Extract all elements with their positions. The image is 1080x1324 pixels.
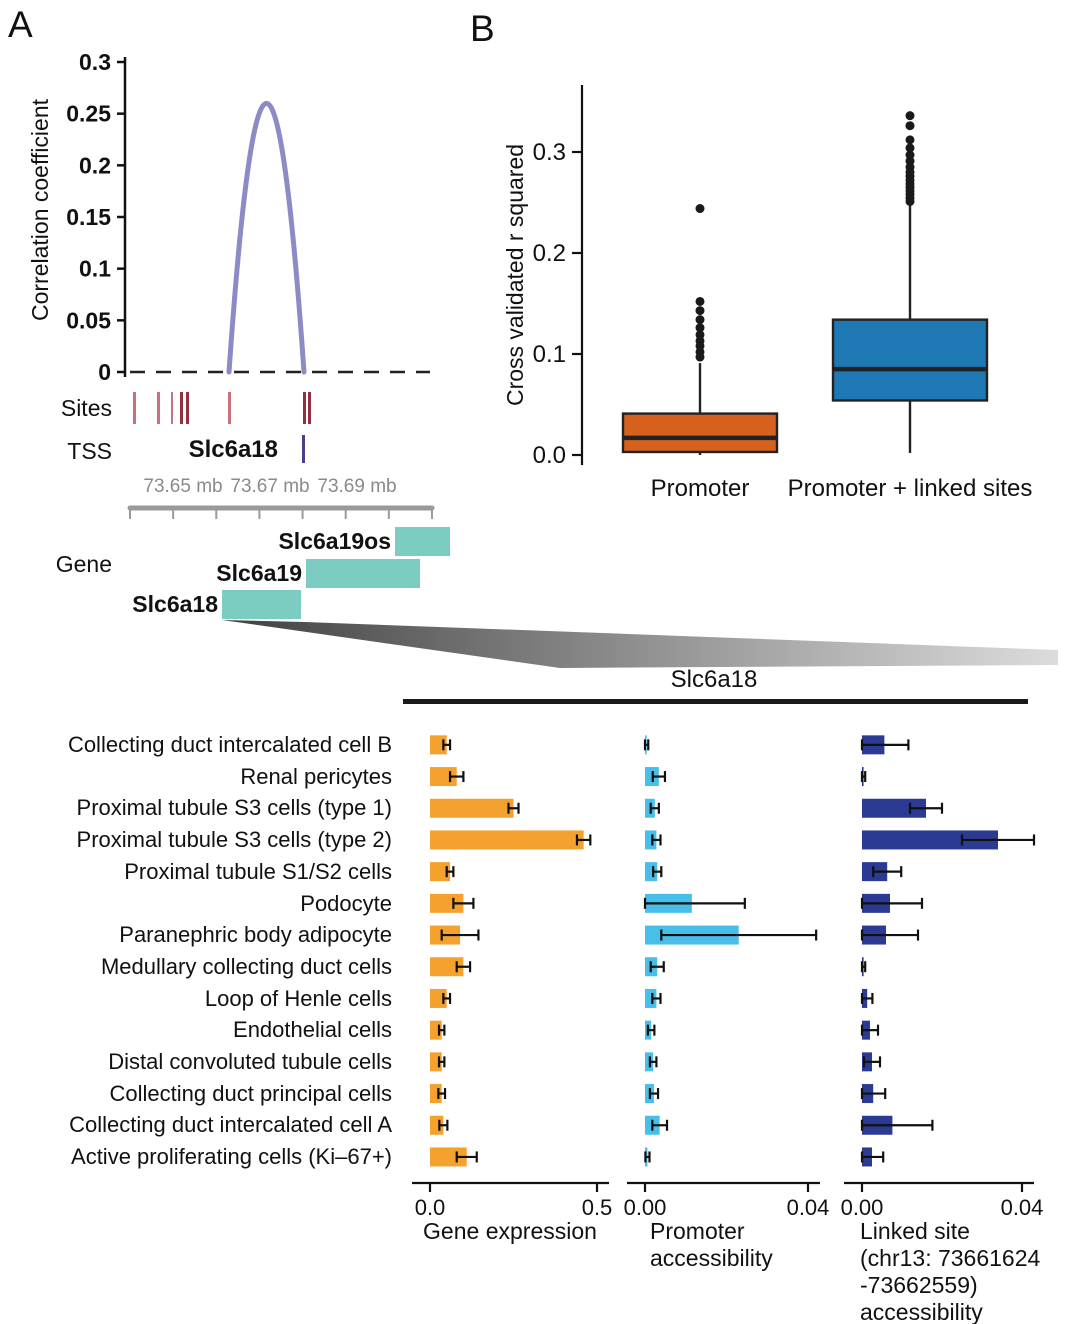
x-tick-label: 0.0 bbox=[415, 1195, 446, 1220]
box-category-label: Promoter + linked sites bbox=[788, 475, 1033, 502]
svg-text:0.05: 0.05 bbox=[66, 307, 111, 333]
category-label: Proximal tubule S3 cells (type 2) bbox=[76, 827, 392, 853]
site-tick bbox=[170, 392, 173, 424]
axis-label-line: Promoter bbox=[650, 1218, 745, 1244]
y-axis-label: Cross validated r squared bbox=[502, 144, 528, 406]
linked-site-accessibility-axis-label: Linked site (chr13: 73661624 -73662559) acc… bbox=[860, 1218, 1040, 1324]
correlation-line-plot: Correlation coefficient 0 0.05 0.1 0.15 0.2 0.… bbox=[27, 49, 430, 385]
promoter-accessibility-axis-label: Promoter accessibility bbox=[650, 1218, 773, 1272]
bar bbox=[430, 1020, 442, 1040]
x-tick-label: 0.04 bbox=[787, 1195, 830, 1220]
site-tick bbox=[302, 392, 306, 424]
category-label: Collecting duct intercalated cell B bbox=[67, 732, 392, 757]
tss-track-label: TSS bbox=[67, 438, 112, 464]
site-tick bbox=[307, 392, 312, 424]
ruler-tick-label: 73.69 mb bbox=[317, 476, 396, 497]
genomic-ruler: 73.65 mb 73.67 mb 73.69 mb bbox=[127, 476, 435, 519]
zoom-wedge-shape bbox=[222, 620, 1058, 668]
bar bbox=[430, 957, 464, 977]
category-label: Endothelial cells bbox=[233, 1017, 392, 1043]
sites-track-label: Sites bbox=[60, 395, 112, 421]
axis-label-line: accessibility bbox=[860, 1299, 983, 1324]
x-tick-label: 0.00 bbox=[841, 1195, 884, 1220]
category-label: Collecting duct principal cells bbox=[109, 1080, 392, 1106]
svg-text:0.0: 0.0 bbox=[533, 442, 566, 469]
gene-name-label: Slc6a18 bbox=[132, 591, 218, 617]
bar bbox=[645, 988, 657, 1008]
axis-label-line: Linked site bbox=[860, 1218, 970, 1244]
x-tick-label: 0.5 bbox=[582, 1195, 613, 1220]
y-axis-label: Correlation coefficient bbox=[27, 98, 53, 321]
gene-name-label: Slc6a19 bbox=[216, 560, 302, 586]
linked-site-accessibility-bar-panel: 0.00 0.04 bbox=[841, 735, 1044, 1220]
promoter-accessibility-bar-panel: 0.00 0.04 bbox=[624, 735, 830, 1220]
axis-label-line: (chr13: 73661624 bbox=[860, 1245, 1041, 1271]
svg-text:0.2: 0.2 bbox=[79, 152, 111, 178]
svg-text:0.3: 0.3 bbox=[533, 139, 566, 166]
x-tick-label: 0.00 bbox=[624, 1195, 667, 1220]
category-label: Paranephric body adipocyte bbox=[119, 922, 392, 948]
site-tick bbox=[185, 392, 189, 424]
site-tick bbox=[157, 392, 160, 424]
svg-text:0.1: 0.1 bbox=[533, 341, 566, 368]
gene-expression-bar-panel: 0.0 0.5 bbox=[412, 735, 613, 1220]
panel-b-label: B bbox=[470, 8, 495, 49]
gene-body-box bbox=[222, 590, 301, 619]
bar bbox=[430, 862, 451, 882]
gene-body-box bbox=[306, 559, 420, 588]
bottom-chart-title: Slc6a18 bbox=[670, 666, 758, 693]
box-promoter bbox=[621, 204, 779, 455]
bar bbox=[862, 830, 998, 850]
title-underline bbox=[403, 699, 1028, 704]
axis-label-line: accessibility bbox=[650, 1245, 773, 1271]
bar bbox=[645, 830, 657, 850]
x-tick-label: 0.04 bbox=[1001, 1195, 1044, 1220]
gene-track-label: Gene bbox=[55, 551, 112, 577]
category-label: Proximal tubule S3 cells (type 1) bbox=[76, 795, 392, 821]
sites-ticks-track bbox=[130, 392, 430, 424]
cross-validated-boxplot: Cross validated r squared 0.0 0.1 0.2 0.3 Pro… bbox=[502, 85, 1033, 502]
bar bbox=[430, 1052, 442, 1072]
svg-text:0.3: 0.3 bbox=[79, 49, 111, 75]
gene-name-label: Slc6a19os bbox=[278, 528, 391, 554]
site-tick bbox=[228, 392, 231, 424]
zoom-wedge bbox=[222, 620, 1058, 668]
category-label: Active proliferating cells (Ki–67+) bbox=[71, 1144, 392, 1170]
ruler-tick-label: 73.67 mb bbox=[230, 476, 309, 497]
tss-gene-name: Slc6a18 bbox=[188, 436, 278, 463]
box-promoter-linked bbox=[831, 111, 989, 453]
site-tick bbox=[179, 392, 183, 424]
category-label: Podocyte bbox=[300, 890, 392, 916]
site-tick bbox=[133, 392, 136, 424]
category-label: Collecting duct intercalated cell A bbox=[69, 1112, 392, 1138]
correlation-arc bbox=[226, 100, 307, 375]
axis-label-line: -73662559) bbox=[860, 1272, 978, 1298]
svg-text:0.2: 0.2 bbox=[533, 240, 566, 267]
category-label: Renal pericytes bbox=[240, 763, 392, 789]
category-label: Distal convoluted tubule cells bbox=[108, 1049, 392, 1074]
category-label: Medullary collecting duct cells bbox=[100, 953, 392, 979]
gene-expression-axis-label: Gene expression bbox=[402, 1218, 618, 1245]
category-labels: Collecting duct intercalated cell B Renal… bbox=[0, 729, 396, 1173]
bar bbox=[430, 830, 584, 850]
svg-text:0.1: 0.1 bbox=[79, 256, 111, 282]
bar bbox=[430, 1084, 442, 1104]
gene-body-box bbox=[395, 527, 450, 556]
panel-a-label: A bbox=[8, 4, 33, 45]
svg-text:0: 0 bbox=[98, 359, 111, 385]
axis-label-line: Gene expression bbox=[423, 1218, 597, 1244]
box-category-label: Promoter bbox=[651, 475, 750, 502]
bar bbox=[430, 798, 514, 818]
category-label: Loop of Henle cells bbox=[204, 985, 392, 1011]
category-label: Proximal tubule S1/S2 cells bbox=[124, 858, 392, 884]
svg-text:0.15: 0.15 bbox=[66, 204, 111, 230]
bar bbox=[430, 893, 464, 913]
svg-text:0.25: 0.25 bbox=[66, 101, 111, 127]
tss-tick bbox=[301, 435, 305, 463]
ruler-tick-label: 73.65 mb bbox=[143, 476, 222, 497]
